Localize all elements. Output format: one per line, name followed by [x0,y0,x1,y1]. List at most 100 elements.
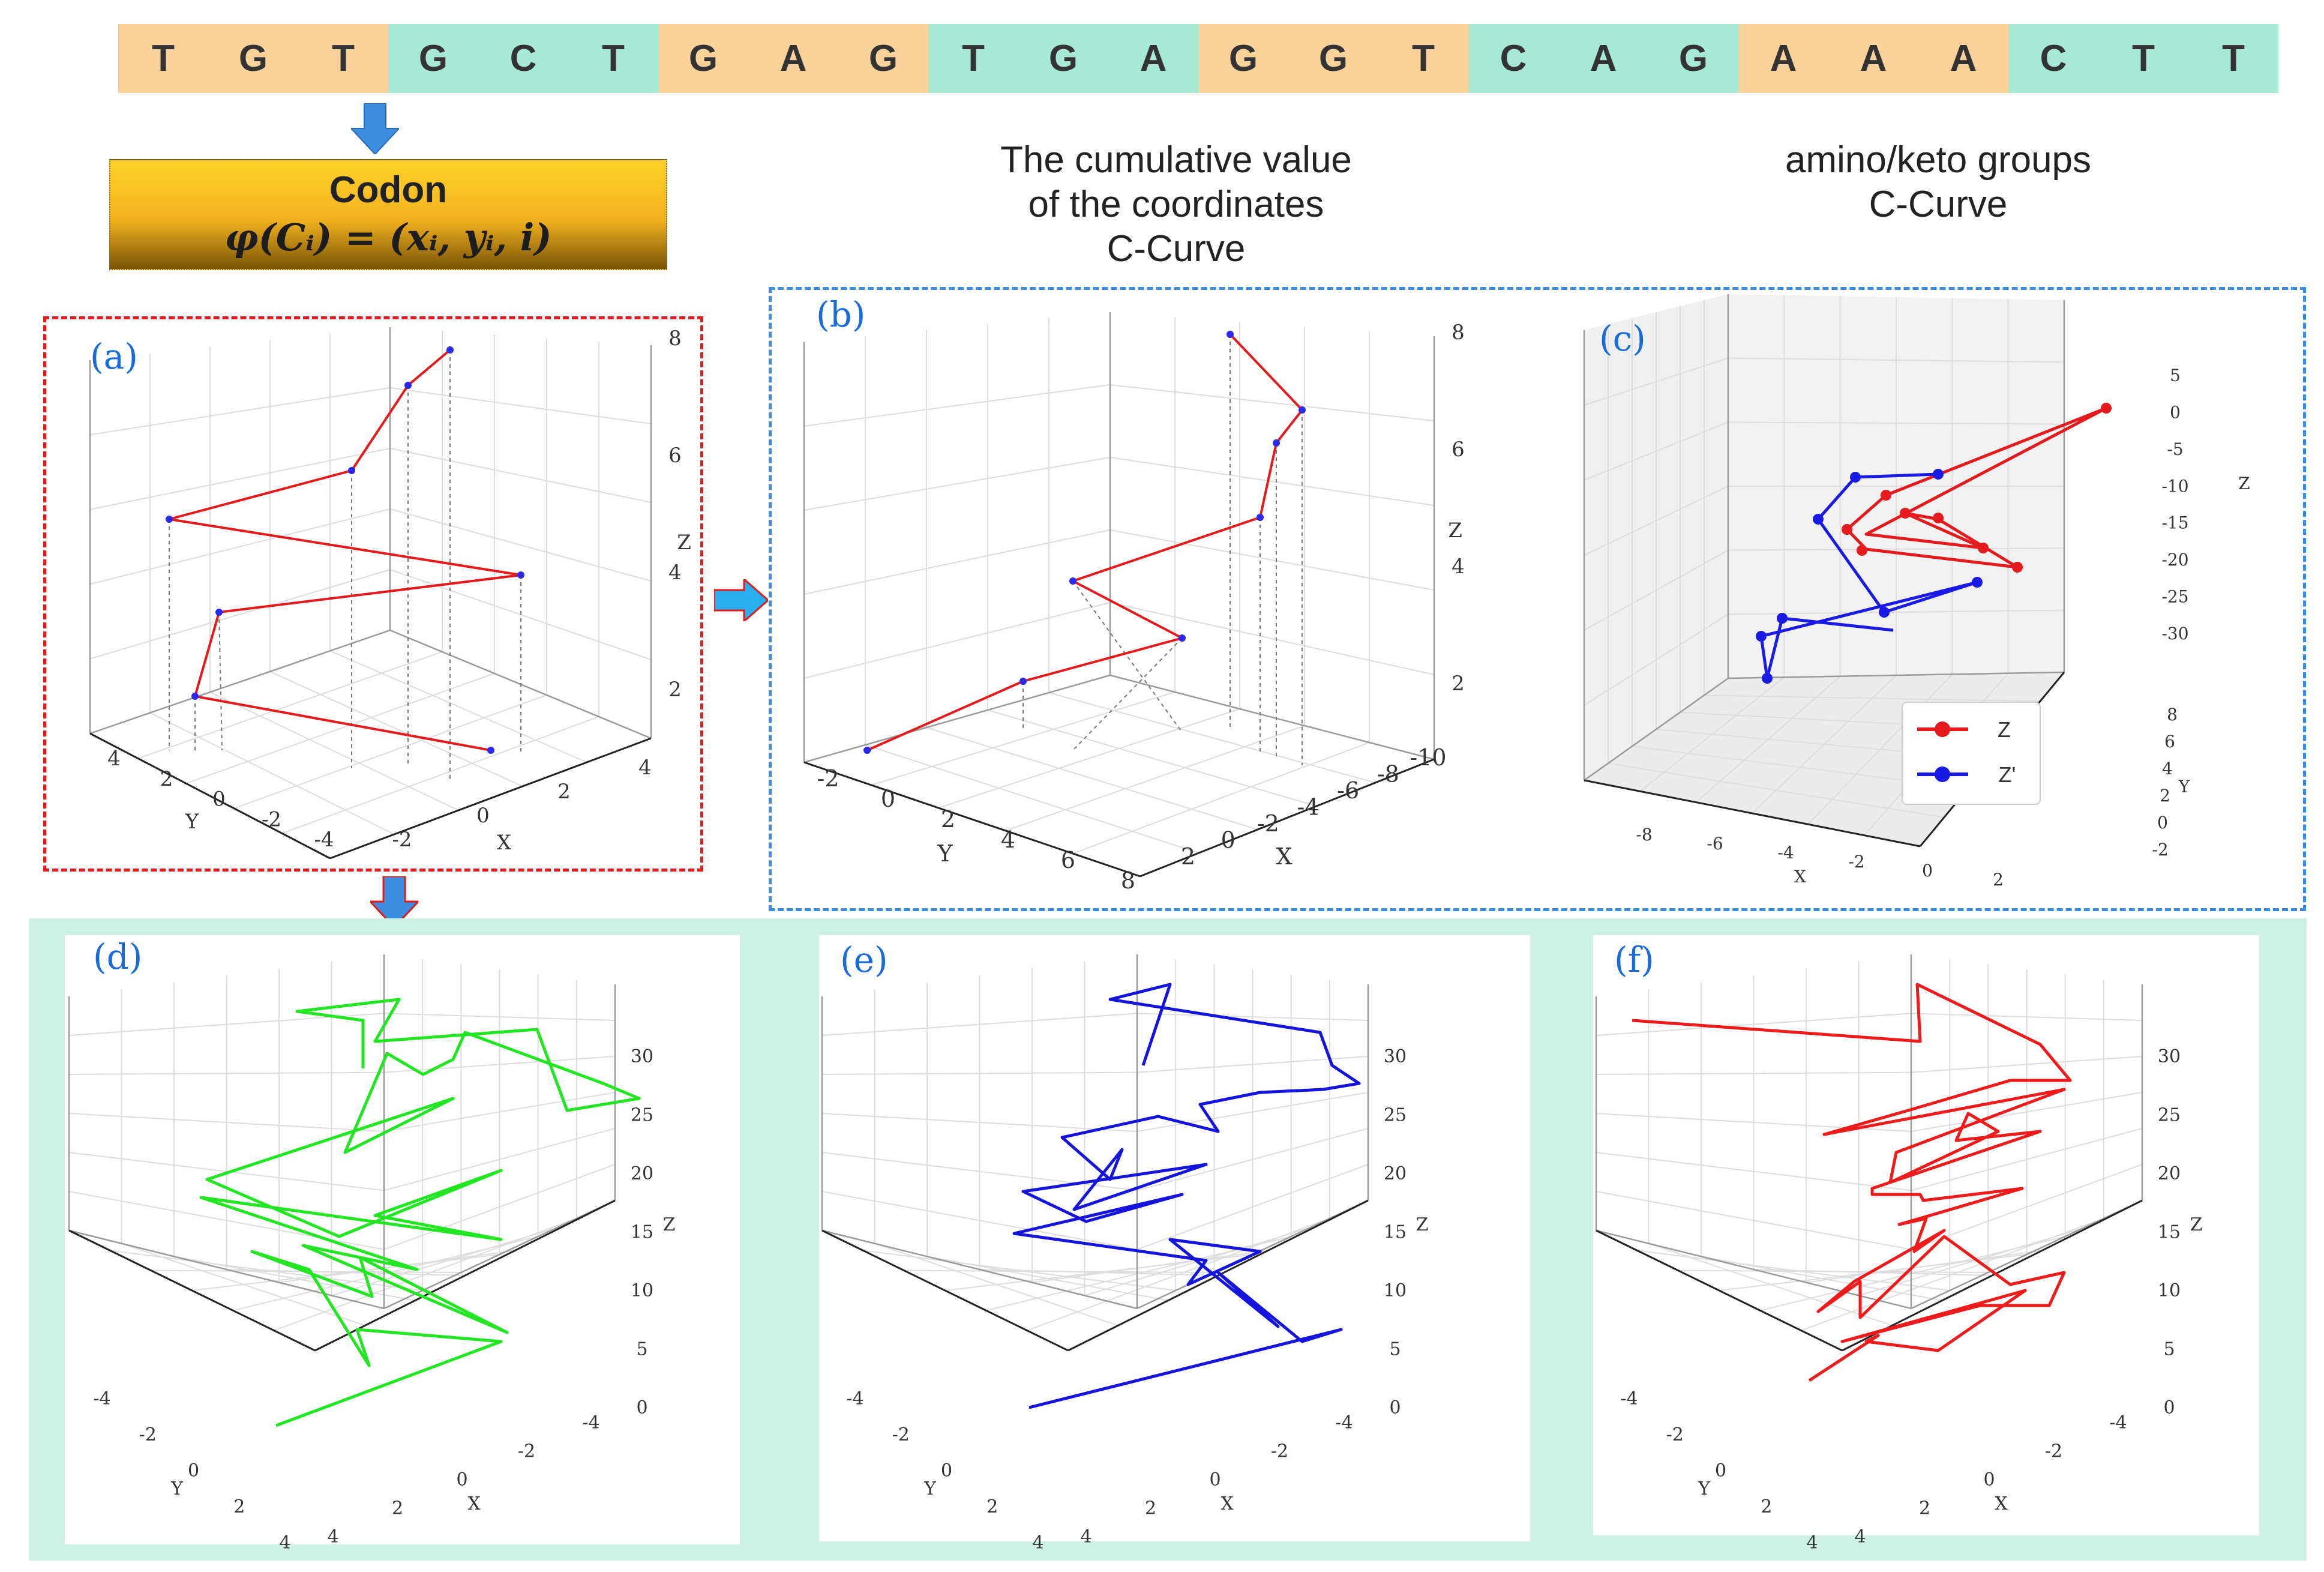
x-tick-label: 4 [1854,1526,1866,1547]
gridline [137,651,443,759]
gridline [329,650,587,763]
gridline [1596,1013,1912,1036]
y-tick-label: 2 [1761,1496,1772,1517]
y-tick-label: 6 [2164,732,2175,751]
panel-c-label: (c) [1599,318,1646,359]
data-point [1019,678,1027,685]
legend-marker [1935,721,1950,737]
y-tick-label: 4 [1806,1532,1818,1553]
data-point [1978,543,1989,553]
floor [1596,1200,2142,1351]
curve-line-b [866,333,1303,751]
x-tick-label: 2 [1145,1498,1156,1519]
data-point [517,571,524,579]
data-point [1762,673,1773,684]
z-tick-label: 25 [631,1105,653,1126]
y-tick-label: 0 [212,788,226,812]
gridline [987,709,1317,807]
curve-line-e [1012,983,1361,1409]
y-tick-label: 6 [1061,847,1075,873]
y-tick-label: 4 [1001,827,1015,853]
axis-edge [821,1229,1138,1310]
z-tick-label: 25 [2158,1105,2181,1126]
data-point [2101,403,2112,414]
data-point [1857,545,1867,556]
y-tick-label: 2 [160,767,173,791]
heading-line: of the coordinates [1028,184,1324,225]
x-tick-label: 0 [456,1469,467,1490]
nucleotide-cell: A [748,24,838,93]
x-tick-label: 2 [1181,843,1195,870]
y-tick-label: 2 [233,1496,245,1517]
axis-edge [89,629,391,735]
nucleotide-cell: A [1918,24,2008,93]
axis-line [1842,1199,2143,1352]
data-point [1900,508,1911,519]
back-wall-right [390,327,651,738]
nucleotide-cell: C [1468,24,1558,93]
axis-line [1139,758,1435,878]
y-axis-label: Y [185,810,199,834]
floor [822,1200,1368,1351]
x-tick-label: -2 [518,1441,535,1462]
z-tick-label: 0 [1389,1397,1401,1418]
data-point [191,693,199,700]
curve-line-d [199,998,641,1427]
gridline [389,448,652,503]
curve-line-f [1632,983,2072,1382]
z-tick-label: 15 [631,1222,653,1243]
gridline [233,694,547,809]
x-tick-label: -2 [1257,810,1279,837]
panel-a-label: (a) [90,336,138,377]
z-tick-label: -30 [2161,624,2188,643]
y-tick-label: -2 [262,807,281,831]
curve-line-a [168,349,522,751]
y-tick-label: 0 [2157,813,2168,833]
gridline [871,691,1176,786]
y-tick-label: 0 [941,1460,952,1481]
axis-line [68,1229,316,1352]
z-tick-label: 8 [1452,321,1465,345]
y-tick-label: -4 [1620,1388,1638,1409]
nucleotide-cell: T [2098,24,2188,93]
gridline [1728,357,2065,363]
panel-e-label: (e) [840,939,888,980]
data-point [1257,514,1264,521]
panel-d-label: (d) [93,936,143,977]
y-tick-label: -2 [2152,840,2168,860]
x-tick-label: 0 [1209,1469,1221,1490]
z-tick-label: 30 [2158,1046,2181,1067]
x-tick-label: -4 [1777,843,1794,863]
data-point [1842,524,1852,535]
x-tick-label: -6 [1337,777,1359,804]
z-tick-label: 30 [631,1046,653,1067]
x-tick-label: -2 [392,828,412,852]
down-arrow-icon [370,876,418,927]
heading-line: C-Curve [1869,184,2008,225]
gridline [149,712,395,835]
y-axis-label: Y [937,840,953,867]
x-tick-label: -4 [582,1412,599,1433]
gridline [1801,1218,2104,1331]
nucleotide-cell: A [1558,24,1648,93]
z-tick-label: 5 [1389,1339,1401,1360]
gridline [1109,384,1435,421]
z-tick-label: 20 [631,1163,653,1184]
x-tick-label: 4 [327,1526,338,1547]
x-tick-label: -10 [1410,744,1446,771]
nucleotide-cell: G [388,24,478,93]
x-tick-label: -6 [1707,834,1723,854]
y-tick-label: 4 [279,1532,290,1553]
gridline [803,602,1111,679]
x-tick-label: -2 [2045,1441,2062,1462]
gridline [1109,529,1435,591]
nucleotide-cell: G [1198,24,1288,93]
z-tick-label: 20 [2158,1163,2181,1184]
nucleotide-cell: G [1018,24,1108,93]
z-tick-label: -20 [2161,550,2188,570]
gridline [865,744,1200,854]
back-wall-right [1110,312,1434,759]
heading-line: amino/keto groups [1785,139,2092,181]
nucleotide-cell: T [298,24,388,93]
x-tick-label: 0 [1922,861,1933,881]
